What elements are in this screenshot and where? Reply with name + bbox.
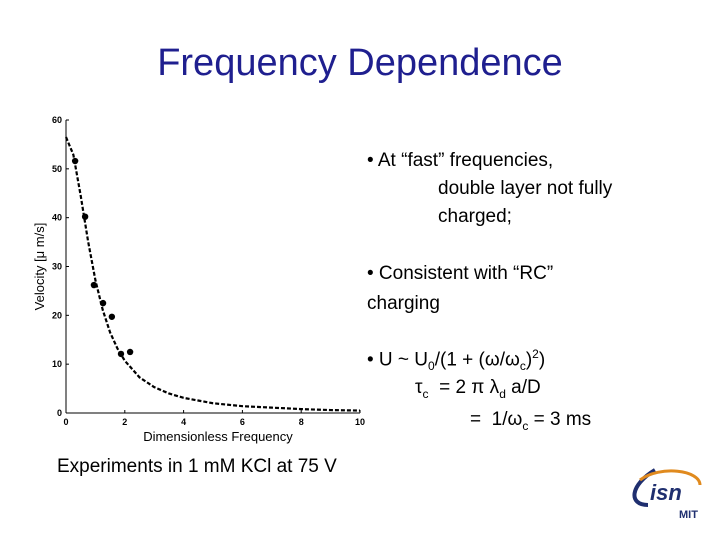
bullet-line: • U ~ U0/(1 + (ω/ωc)2) [367, 347, 545, 373]
text-segment: ) [525, 349, 533, 371]
text-segment: τ [415, 377, 423, 398]
text-segment: c [522, 418, 529, 433]
text-segment: c [422, 386, 429, 401]
bullet-line: charged; [438, 206, 512, 228]
data-point [126, 348, 134, 356]
slide-title: Frequency Dependence [157, 42, 563, 84]
text-segment: • U ~ U [367, 349, 429, 371]
data-point [90, 281, 98, 289]
y-tick-label: 30 [52, 262, 62, 272]
y-axis-label: Velocity [μ m/s] [32, 223, 47, 311]
bullet-line: • Consistent with “RC” [367, 263, 553, 285]
caption: Experiments in 1 mM KCl at 75 V [57, 456, 337, 477]
y-tick-label: 60 [52, 115, 62, 125]
bullet-line: = 1/ωc = 3 ms [470, 409, 591, 433]
logo-sub: MIT [679, 509, 698, 521]
text-segment: 0 [428, 359, 435, 374]
text-segment: 2 [532, 347, 539, 361]
bullet-line: double layer not fully [438, 178, 612, 200]
text-segment: charged; [438, 206, 512, 227]
x-tick-label: 2 [122, 417, 127, 427]
text-segment: = 1/ω [470, 409, 523, 430]
text-segment: double layer not fully [438, 178, 613, 199]
logo-orbit [639, 469, 702, 486]
bullet-line: τc = 2 π λd a/D [415, 377, 541, 401]
text-segment: = 3 ms [528, 409, 592, 430]
x-tick-label: 10 [355, 417, 365, 427]
logo-main: isn [650, 480, 682, 505]
text-segment: • At “fast” frequencies, [367, 150, 554, 171]
y-tick-label: 20 [52, 310, 62, 320]
fit-line [64, 136, 361, 412]
text-segment: = 2 π λ [428, 377, 500, 398]
x-tick-label: 8 [299, 417, 304, 427]
x-tick-label: 4 [181, 417, 186, 427]
text-segment: charging [367, 293, 440, 314]
x-tick-label: 0 [63, 417, 68, 427]
bullet-line: charging [367, 293, 440, 315]
y-tick-label: 50 [52, 164, 62, 174]
text-segment: d [499, 386, 506, 401]
text-segment: c [519, 359, 526, 374]
y-tick-label: 40 [52, 213, 62, 223]
y-tick-label: 0 [57, 408, 62, 418]
y-tick-label: 10 [52, 359, 62, 369]
bullet-line: • At “fast” frequencies, [367, 150, 553, 172]
text-segment: • Consistent with “RC” [367, 263, 554, 284]
x-tick-label: 6 [240, 417, 245, 427]
text-segment: a/D [505, 377, 541, 398]
text-segment: ) [538, 349, 546, 371]
data-point [108, 313, 116, 320]
text-segment: /(1 + (ω/ω [434, 349, 520, 371]
x-axis-label: Dimensionless Frequency [143, 429, 293, 444]
